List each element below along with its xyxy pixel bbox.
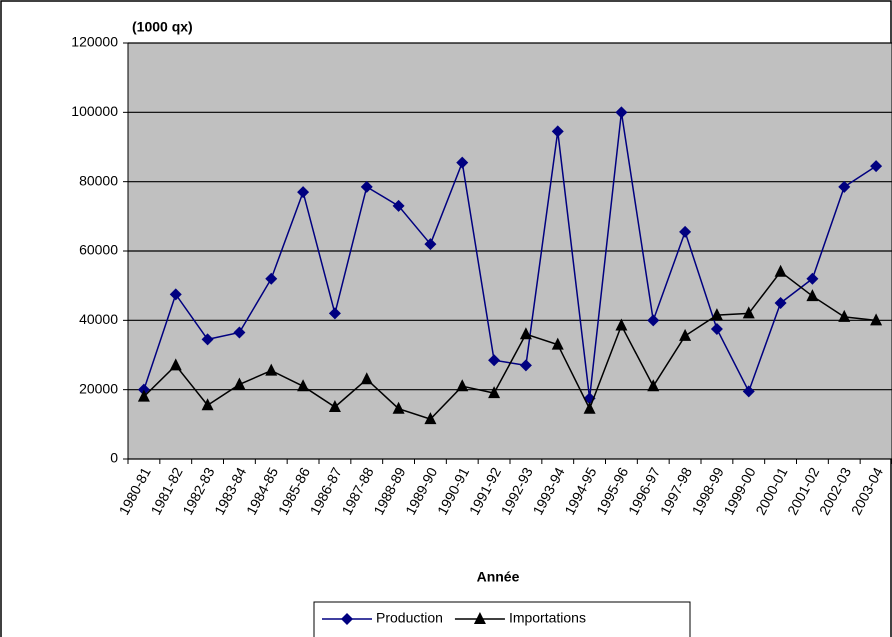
triangle-marker — [710, 308, 723, 321]
y-tick-label: 20000 — [79, 380, 118, 396]
y-tick-label: 80000 — [79, 172, 118, 188]
diamond-marker — [519, 359, 532, 372]
triangle-marker — [679, 328, 692, 341]
y-tick-label: 0 — [110, 450, 118, 466]
triangle-marker — [265, 363, 278, 376]
diamond-marker — [710, 323, 723, 335]
triangle-marker — [328, 400, 341, 412]
diamond-marker — [360, 180, 373, 193]
diamond-marker — [424, 238, 437, 251]
triangle-marker — [838, 309, 851, 322]
diamond-marker — [806, 272, 819, 285]
triangle-marker — [870, 313, 883, 326]
y-tick-label: 40000 — [79, 311, 118, 327]
y-tick-label: 120000 — [71, 34, 118, 50]
triangle-marker — [201, 398, 214, 411]
diamond-marker — [647, 314, 660, 327]
diamond-marker — [169, 288, 182, 301]
triangle-marker — [424, 412, 437, 425]
triangle-marker — [473, 612, 486, 624]
diamond-marker — [551, 125, 564, 138]
diamond-marker — [774, 297, 787, 309]
legend-label: Production — [376, 610, 443, 626]
triangle-marker — [392, 401, 405, 414]
diamond-marker — [265, 272, 278, 285]
triangle-marker — [360, 372, 373, 385]
triangle-marker — [647, 379, 660, 392]
diamond-marker — [297, 186, 310, 199]
triangle-marker — [742, 306, 755, 319]
y-axis-label: (1000 qx) — [132, 19, 193, 35]
diamond-marker — [201, 333, 214, 346]
triangle-marker — [551, 337, 564, 350]
legend-label: Importations — [509, 610, 586, 626]
triangle-marker — [774, 264, 787, 277]
diamond-marker — [838, 180, 851, 193]
x-axis-label: Année — [477, 569, 520, 585]
diamond-marker — [341, 613, 353, 625]
triangle-marker — [137, 389, 150, 402]
triangle-marker — [806, 289, 819, 302]
diamond-marker — [488, 354, 501, 367]
diamond-marker — [233, 326, 246, 339]
triangle-marker — [583, 401, 596, 414]
diamond-marker — [679, 225, 692, 238]
diamond-marker — [328, 307, 341, 320]
y-tick-label: 60000 — [79, 242, 118, 258]
triangle-marker — [233, 377, 246, 390]
series-line — [143, 270, 877, 420]
triangle-marker — [615, 318, 628, 331]
diamond-marker — [615, 106, 628, 119]
triangle-marker — [519, 327, 532, 340]
triangle-marker — [456, 379, 469, 392]
diamond-marker — [392, 199, 405, 212]
triangle-marker — [488, 386, 501, 399]
diamond-marker — [742, 385, 755, 398]
triangle-marker — [297, 379, 310, 392]
legend: Production Importations — [313, 601, 691, 637]
y-tick-label: 100000 — [71, 103, 118, 119]
diamond-marker — [870, 160, 883, 173]
diamond-marker — [456, 156, 469, 169]
triangle-marker — [169, 358, 182, 371]
